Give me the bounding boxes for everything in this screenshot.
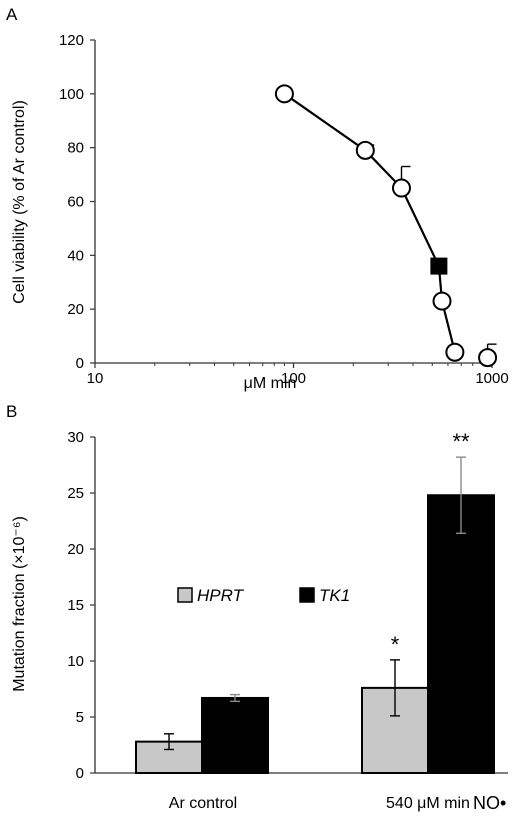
bar-tk1 bbox=[427, 494, 495, 774]
panel-a-y-tick-label: 60 bbox=[67, 194, 84, 211]
legend-swatch-hprt bbox=[177, 587, 193, 603]
panel-a-data-point bbox=[478, 348, 498, 368]
panel-a-x-tick-label: 10 bbox=[87, 370, 104, 387]
panel-b-label: B bbox=[6, 402, 17, 421]
significance-marker: ** bbox=[452, 429, 470, 454]
panel-a-data-point bbox=[274, 84, 294, 104]
panel-b-y-tick-label: 25 bbox=[67, 485, 84, 502]
panel-a-x-title: μM min bbox=[244, 375, 297, 392]
nitric-oxide-label: NO• bbox=[473, 793, 506, 813]
panel-b: B 0 5 10 15 20 25 30 Mutation fraction (×10⁻⁶)… bbox=[6, 402, 508, 813]
legend-swatch-tk1 bbox=[299, 587, 315, 603]
panel-a-x-tick-label: 100 bbox=[281, 370, 306, 387]
panel-b-y-tick-label: 10 bbox=[67, 653, 84, 670]
panel-a-x-tick-label: 1000 bbox=[475, 370, 508, 387]
panel-b-y-tick-label: 15 bbox=[67, 597, 84, 614]
panel-a-data-point bbox=[432, 291, 452, 311]
panel-a-data-point-square bbox=[430, 257, 448, 275]
panel-a-y-tick-label: 20 bbox=[67, 301, 84, 318]
panel-b-y-tick-label: 0 bbox=[76, 765, 84, 782]
panel-a-y-tick-label: 100 bbox=[59, 86, 84, 103]
panel-b-y-tick-label: 30 bbox=[67, 429, 84, 446]
panel-a-data-point bbox=[391, 178, 411, 198]
panel-b-y-title: Mutation fraction (×10⁻⁶) bbox=[11, 516, 28, 692]
significance-marker: * bbox=[391, 632, 400, 657]
legend-label-hprt: HPRT bbox=[197, 586, 245, 605]
panel-a-y-tick-label: 120 bbox=[59, 32, 84, 49]
category-label-ar-control: Ar control bbox=[169, 795, 237, 812]
bar-hprt bbox=[361, 686, 429, 775]
bar-tk1 bbox=[201, 696, 269, 775]
panel-a-y-title: Cell viability (% of Ar control) bbox=[11, 100, 28, 304]
panel-a-label: A bbox=[6, 5, 18, 24]
panel-a: A 0 20 40 60 80 100 120 10 100 1000 μM min Cell … bbox=[6, 5, 509, 392]
category-label-540: 540 μM min bbox=[386, 795, 470, 812]
panel-a-y-tick-label: 80 bbox=[67, 140, 84, 157]
panel-a-data-point bbox=[445, 342, 465, 362]
panel-b-y-tick-label: 20 bbox=[67, 541, 84, 558]
panel-b-legend: HPRT TK1 bbox=[177, 586, 350, 605]
panel-b-y-tick-label: 5 bbox=[76, 709, 84, 726]
panel-a-data-point bbox=[355, 140, 375, 160]
panel-a-y-tick-label: 0 bbox=[76, 355, 84, 372]
legend-label-tk1: TK1 bbox=[319, 586, 350, 605]
panel-a-series-line bbox=[283, 92, 456, 353]
panel-a-y-tick-label: 40 bbox=[67, 247, 84, 264]
